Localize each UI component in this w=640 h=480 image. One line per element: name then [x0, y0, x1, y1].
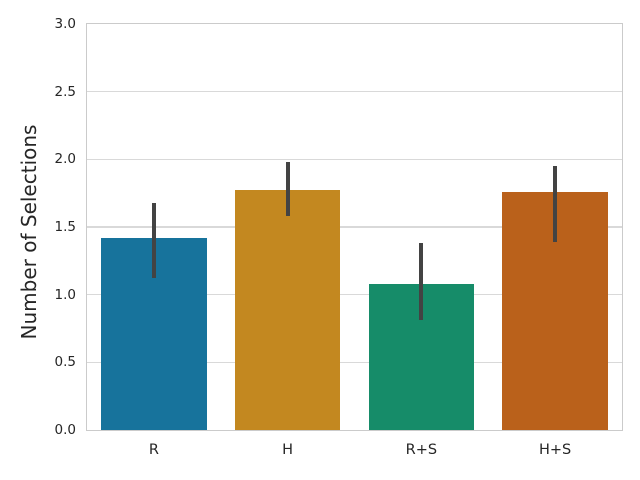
error-bar-H+S [553, 166, 558, 242]
gridline [87, 361, 622, 363]
y-tick-label: 0.5 [54, 354, 76, 371]
y-tick-label: 0.0 [54, 422, 76, 438]
y-tick-label: 1.5 [54, 219, 76, 235]
bar-H [234, 190, 341, 430]
y-tick-label: 2.0 [54, 151, 76, 168]
y-tick-label: 1.0 [54, 286, 76, 303]
gridline [87, 158, 622, 160]
gridline [87, 226, 622, 228]
x-tick-label-H: H [282, 442, 294, 458]
x-tick-label-R: R [148, 442, 159, 458]
plot-area [86, 23, 623, 431]
y-tick-label: 2.5 [54, 83, 76, 100]
gridline [87, 294, 622, 296]
gridline [87, 91, 622, 93]
y-tick-label: 3.0 [54, 16, 76, 32]
error-bar-R+S [419, 243, 424, 321]
error-bar-R [151, 202, 156, 279]
x-tick-label-H+S: H+S [538, 442, 572, 458]
error-bar-H [285, 162, 290, 217]
x-tick-label-R+S: R+S [405, 442, 438, 458]
